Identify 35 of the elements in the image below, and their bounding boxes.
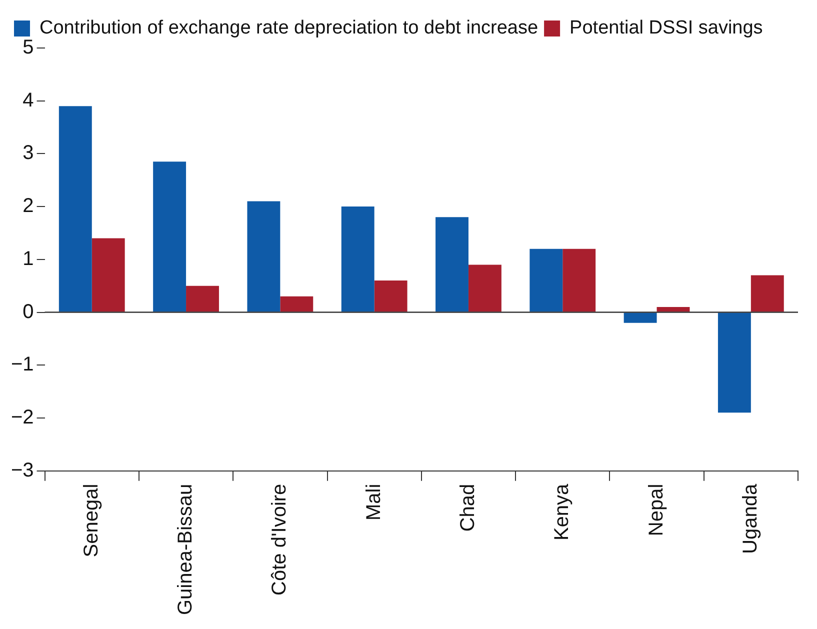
y-tick-label: 4 bbox=[22, 89, 34, 112]
x-tick-label: Senegal bbox=[80, 484, 102, 558]
bar bbox=[436, 217, 468, 312]
y-tick-label: −3 bbox=[10, 459, 34, 482]
x-tick-label: Chad bbox=[456, 484, 479, 532]
bar bbox=[58, 106, 92, 312]
y-tick-label: 2 bbox=[22, 195, 34, 218]
bar bbox=[468, 264, 502, 312]
y-tick-label: −2 bbox=[10, 406, 34, 428]
y-tick-label: 5 bbox=[22, 36, 34, 59]
x-tick-label: Mali bbox=[362, 484, 385, 520]
y-tick-label: 0 bbox=[22, 300, 34, 323]
legend-label: Potential DSSI savings bbox=[570, 18, 763, 39]
bar bbox=[562, 248, 596, 312]
bar bbox=[718, 312, 751, 413]
bar bbox=[247, 201, 280, 312]
y-tick-label: 3 bbox=[22, 142, 34, 164]
x-tick-label: Uganda bbox=[739, 482, 762, 554]
bar bbox=[530, 248, 563, 312]
bar bbox=[374, 280, 408, 312]
y-tick-label: −1 bbox=[10, 354, 34, 376]
bar bbox=[92, 238, 125, 312]
x-tick-label: Kenya bbox=[551, 482, 574, 541]
x-tick-label: Nepal bbox=[645, 484, 668, 536]
x-tick-label: Côte d'Ivoire bbox=[268, 484, 291, 596]
bar bbox=[280, 296, 314, 312]
bar bbox=[341, 206, 374, 312]
bar bbox=[624, 312, 657, 323]
legend-label: Contribution of exchange rate depreciation to debt increase bbox=[40, 18, 538, 39]
bar bbox=[186, 286, 219, 312]
bar bbox=[750, 275, 784, 312]
bar bbox=[153, 162, 186, 312]
x-tick-label: Guinea-Bissau bbox=[174, 484, 197, 616]
bar bbox=[656, 306, 690, 312]
y-tick-label: 1 bbox=[22, 248, 34, 270]
